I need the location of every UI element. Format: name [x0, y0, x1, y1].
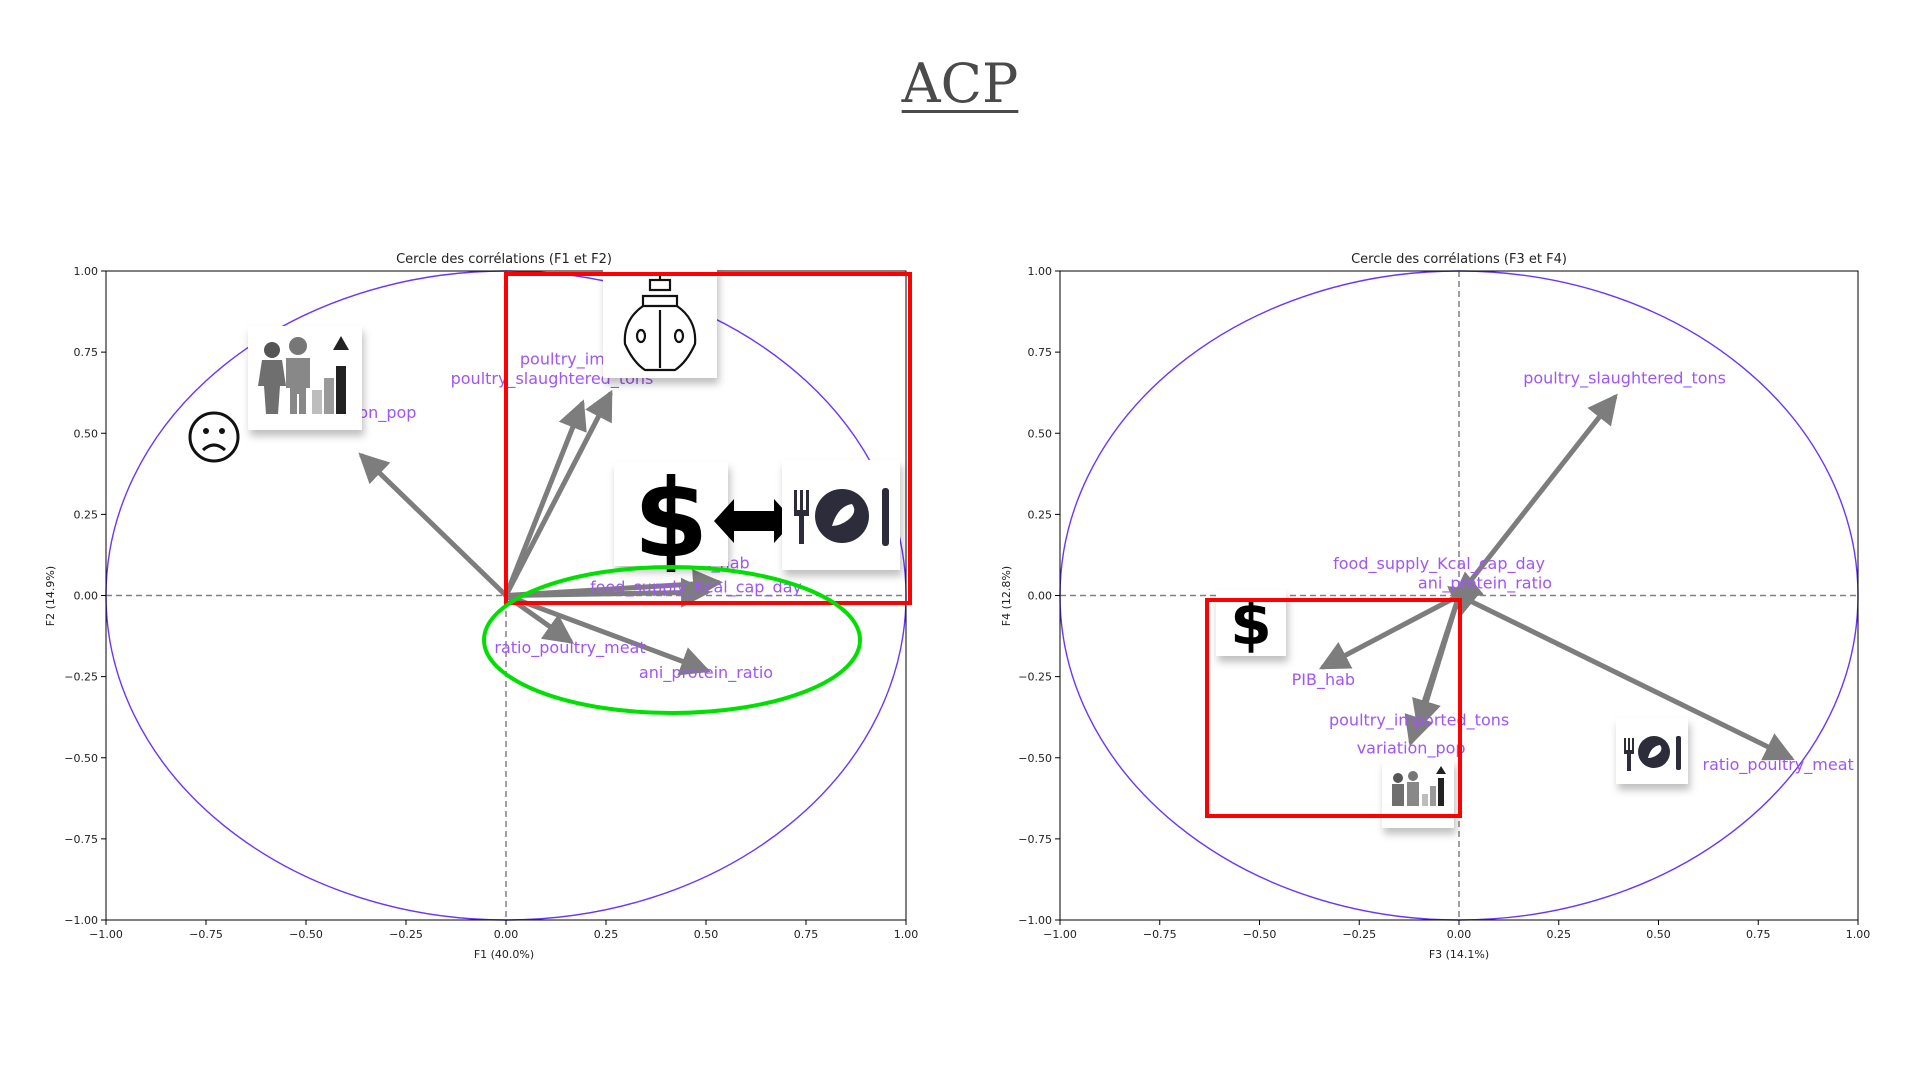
variable-label-food-supply-kcal-cap-day: food_supply_Kcal_cap_day	[590, 577, 802, 597]
variable-label-poultry-imported-tons: poultry_imported_tons	[1329, 710, 1509, 730]
x-tick-label: −1.00	[1043, 928, 1077, 941]
x-tick-label: 0.00	[1447, 928, 1472, 941]
y-tick-label: 0.75	[74, 346, 99, 359]
y-tick-label: 0.25	[1028, 508, 1053, 521]
x-tick-label: 0.00	[494, 928, 519, 941]
y-tick-label: −0.25	[1018, 671, 1052, 684]
variable-label-pib-hab: PIB_hab	[1292, 670, 1355, 690]
variable-label-poultry-slaughtered-tons: poultry_slaughtered_tons	[1523, 369, 1726, 389]
y-tick-label: −0.50	[64, 752, 98, 765]
loading-arrow-poultry-imported-tons	[503, 389, 613, 598]
x-tick-label: −0.50	[289, 928, 323, 941]
x-tick-label: 0.75	[1746, 928, 1771, 941]
x-tick-label: −0.75	[189, 928, 223, 941]
variable-label-ratio-poultry-meat: ratio_poultry_meat	[1703, 755, 1854, 775]
correlation-circle-f3-f4: Cercle des corrélations (F3 et F4) F3 (1…	[1000, 252, 1870, 961]
x-tick-label: −0.25	[1342, 928, 1376, 941]
x-axis-label: F1 (40.0%)	[474, 948, 534, 961]
x-tick-label: 0.50	[1646, 928, 1671, 941]
y-tick-label: −0.75	[1018, 833, 1052, 846]
chart-title: Cercle des corrélations (F1 et F2)	[396, 252, 612, 267]
highlight-box-red	[504, 272, 912, 605]
x-tick-label: 1.00	[894, 928, 919, 941]
x-tick-label: 0.75	[794, 928, 819, 941]
y-tick-label: −1.00	[1018, 914, 1052, 927]
y-tick-label: 0.25	[74, 508, 99, 521]
y-axis-label: F2 (14.9%)	[44, 566, 57, 626]
y-tick-label: 0.00	[74, 590, 99, 603]
variable-label-variation-pop: variation_pop	[1357, 739, 1466, 759]
loading-arrow-ani-protein-ratio	[503, 593, 711, 676]
highlight-box-red	[1205, 598, 1462, 818]
meal-plate-icon	[782, 460, 900, 570]
y-tick-label: 0.75	[1028, 346, 1053, 359]
double-arrow-icon	[714, 499, 794, 543]
y-tick-label: 0.00	[1028, 590, 1053, 603]
y-tick-label: 0.50	[1028, 427, 1053, 440]
y-tick-label: −1.00	[64, 914, 98, 927]
x-axis-label: F3 (14.1%)	[1429, 948, 1489, 961]
y-tick-label: −0.75	[64, 833, 98, 846]
y-tick-label: −0.50	[1018, 752, 1052, 765]
loading-arrow-poultry-slaughtered-tons	[503, 399, 587, 598]
plot-area: −1.00 −0.75 −0.50 −0.25 0.00 0.25 0.50 0.75 1.00…	[1018, 265, 1870, 941]
variable-label-food-supply-kcal-cap-day: food_supply_Kcal_cap_day	[1333, 554, 1545, 574]
sad-face-icon	[188, 411, 240, 463]
x-tick-label: 0.25	[594, 928, 619, 941]
x-tick-label: 0.25	[1547, 928, 1572, 941]
variable-label-ratio-poultry-meat: ratio_poultry_meat	[494, 638, 645, 658]
x-tick-label: −0.75	[1143, 928, 1177, 941]
correlation-circle-f1-f2: Cercle des corrélations (F1 et F2) F1 (4…	[44, 252, 918, 961]
x-tick-label: 0.50	[694, 928, 719, 941]
loading-arrow-variation-pop	[358, 452, 509, 598]
loading-arrow-pib-hab	[1318, 593, 1462, 670]
variable-label-ani-protein-ratio: ani_protein_ratio	[1418, 574, 1552, 594]
svg-text:$: $	[633, 457, 708, 582]
chart-title: Cercle des corrélations (F3 et F4)	[1351, 252, 1567, 267]
x-tick-label: −0.25	[389, 928, 423, 941]
y-tick-label: 1.00	[74, 265, 99, 278]
y-axis-label: F4 (12.8%)	[1000, 566, 1013, 626]
loading-arrow-food-supply-kcal-cap-day	[503, 577, 711, 608]
meal-plate-icon	[1616, 718, 1688, 784]
variable-label-ani-protein-ratio: ani_protein_ratio	[639, 663, 773, 683]
y-tick-label: 0.50	[74, 427, 99, 440]
x-tick-label: −1.00	[89, 928, 123, 941]
loading-arrow-ratio-poultry-meat	[1456, 593, 1795, 761]
x-tick-label: 1.00	[1846, 928, 1871, 941]
cargo-ship-icon	[603, 266, 717, 378]
x-tick-label: −0.50	[1243, 928, 1277, 941]
population-growth-icon	[248, 326, 362, 430]
slide-title: ACP	[901, 52, 1019, 115]
y-tick-label: 1.00	[1028, 265, 1053, 278]
y-tick-label: −0.25	[64, 671, 98, 684]
highlight-ellipse-green	[482, 565, 862, 715]
loading-arrow-variation-pop	[1404, 593, 1462, 747]
loading-arrow-poultry-slaughtered-tons	[1456, 393, 1618, 598]
dollar-icon: $	[614, 457, 728, 582]
variable-label-poultry-slaughtered-tons: poultry_slaughtered_tons	[451, 369, 654, 389]
